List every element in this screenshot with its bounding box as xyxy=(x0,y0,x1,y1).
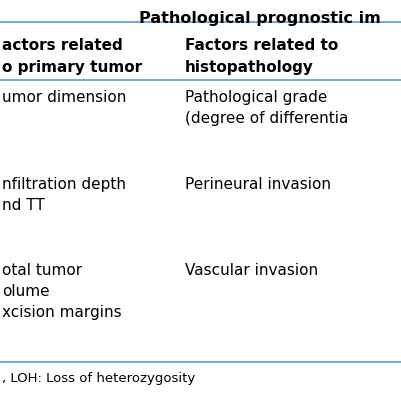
Text: Pathological prognostic im: Pathological prognostic im xyxy=(138,11,379,26)
Text: histopathology: histopathology xyxy=(184,60,313,75)
Text: olume: olume xyxy=(2,284,49,298)
Text: , LOH: Loss of heterozygosity: , LOH: Loss of heterozygosity xyxy=(2,371,195,384)
Text: (degree of differentia: (degree of differentia xyxy=(184,111,347,126)
Text: Factors related to: Factors related to xyxy=(184,38,337,53)
Text: Perineural invasion: Perineural invasion xyxy=(184,176,330,191)
Text: xcision margins: xcision margins xyxy=(2,304,122,319)
Text: nd TT: nd TT xyxy=(2,197,45,212)
Text: o primary tumor: o primary tumor xyxy=(2,60,142,75)
Text: otal tumor: otal tumor xyxy=(2,263,82,277)
Text: umor dimension: umor dimension xyxy=(2,90,126,105)
Text: Vascular invasion: Vascular invasion xyxy=(184,263,317,277)
Text: actors related: actors related xyxy=(2,38,122,53)
Text: nfiltration depth: nfiltration depth xyxy=(2,176,126,191)
Text: Pathological grade: Pathological grade xyxy=(184,90,326,105)
